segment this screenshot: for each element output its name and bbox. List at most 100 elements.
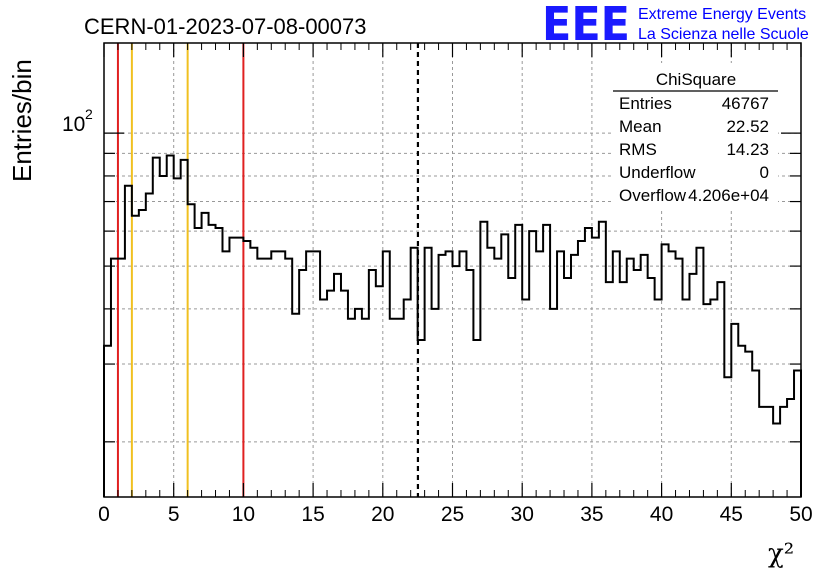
histogram-bin: [236, 238, 243, 497]
histogram-bin: [669, 251, 676, 497]
stats-label-rms: RMS: [619, 140, 657, 159]
histogram-bin: [543, 225, 550, 497]
histogram-bin: [439, 255, 446, 497]
logo-line-2: La Scienza nelle Scuole: [638, 26, 809, 43]
histogram-bin: [780, 407, 787, 497]
histogram-bin: [446, 251, 453, 497]
x-tick-label: 35: [580, 503, 603, 526]
histogram-bin: [167, 155, 174, 497]
x-tick-label: 25: [441, 503, 464, 526]
histogram-bin: [480, 222, 487, 497]
x-tick-label: 10: [232, 503, 255, 526]
histogram-bin: [759, 407, 766, 497]
histogram-bin: [104, 346, 111, 497]
histogram-bin: [641, 255, 648, 497]
histogram-bin: [125, 186, 132, 497]
histogram-bin: [209, 225, 216, 497]
x-tick-label: 5: [168, 503, 180, 526]
histogram-bin: [195, 228, 202, 497]
histogram-bin: [132, 216, 139, 497]
histogram-bin: [432, 309, 439, 497]
histogram-bin: [508, 278, 515, 497]
stats-label-entries: Entries: [619, 94, 672, 113]
histogram-bin: [752, 371, 759, 497]
histogram-bin: [411, 248, 418, 497]
histogram-bin: [418, 340, 425, 497]
reference-lines: [116, 43, 420, 497]
histogram-bin: [257, 259, 264, 497]
histogram-bin: [146, 194, 153, 497]
stats-label-mean: Mean: [619, 117, 662, 136]
histogram-bin: [111, 259, 118, 497]
x-tick-label: 30: [511, 503, 534, 526]
histogram-bin: [285, 259, 292, 497]
stats-title: ChiSquare: [656, 70, 736, 89]
histogram-bin: [529, 231, 536, 497]
x-axis-label: χ²: [768, 539, 794, 569]
histogram-bin: [425, 248, 432, 497]
histogram-bin: [174, 178, 181, 497]
histogram-bin: [655, 300, 662, 497]
histogram-bin: [745, 352, 752, 497]
histogram-bin: [383, 251, 390, 497]
histogram-bin: [557, 251, 564, 497]
histogram-bin: [487, 248, 494, 497]
y-tick-base: 10: [62, 113, 85, 136]
histogram-bin: [773, 424, 780, 497]
histogram-bin: [627, 259, 634, 497]
histogram-bin: [292, 314, 299, 497]
histogram-bin: [717, 282, 724, 497]
histogram-bin: [250, 248, 257, 497]
histogram-bin: [578, 241, 585, 497]
histogram-bin: [153, 158, 160, 497]
histogram-bin: [703, 304, 710, 497]
histogram-bin: [710, 300, 717, 497]
histogram-bin: [229, 238, 236, 497]
histogram-bin: [689, 274, 696, 497]
y-tick-label-100: 10 2: [62, 106, 93, 136]
histogram-bin: [202, 213, 209, 497]
histogram-bin: [724, 377, 731, 497]
x-tick-label: 40: [650, 503, 673, 526]
histogram-bin: [278, 251, 285, 497]
stats-value-underflow: 0: [760, 163, 769, 182]
histogram-bin: [794, 371, 801, 497]
histogram-bin: [188, 204, 195, 497]
logo-line-1: Extreme Energy Events: [638, 6, 806, 23]
histogram-bin: [397, 319, 404, 497]
eee-logo: EEE Extreme Energy Events La Scienza nel…: [542, 0, 809, 51]
histogram-bin: [676, 259, 683, 497]
histogram: [103, 154, 802, 497]
histogram-bin: [216, 228, 223, 497]
histogram-bin: [390, 319, 397, 497]
stats-value-rms: 14.23: [726, 140, 769, 159]
histogram-bin: [683, 300, 690, 497]
histogram-bin: [466, 270, 473, 497]
stats-label-overflow: Overflow: [619, 186, 687, 205]
x-tick-label: 15: [301, 503, 324, 526]
histogram-bin: [522, 300, 529, 497]
histogram-bin: [738, 346, 745, 497]
histogram-bin: [376, 286, 383, 497]
histogram-bin: [613, 251, 620, 497]
histogram-bin: [648, 278, 655, 497]
histogram-bin: [264, 259, 271, 497]
histogram-bin: [515, 225, 522, 497]
histogram-bin: [571, 255, 578, 497]
histogram-bin: [473, 340, 480, 497]
histogram-bin: [585, 228, 592, 497]
stats-value-mean: 22.52: [726, 117, 769, 136]
stats-value-overflow: 4.206e+04: [688, 186, 769, 205]
histogram-bin: [362, 319, 369, 497]
histogram-bin: [599, 222, 606, 497]
y-tick-exponent: 2: [85, 106, 93, 122]
histogram-bin: [453, 266, 460, 497]
histogram-bin: [306, 251, 313, 497]
histogram-bin: [118, 259, 125, 497]
histogram-bin: [313, 251, 320, 497]
histogram-bin: [181, 160, 188, 497]
histogram-bin: [243, 241, 250, 497]
histogram-line: [103, 154, 802, 497]
histogram-bin: [662, 244, 669, 497]
